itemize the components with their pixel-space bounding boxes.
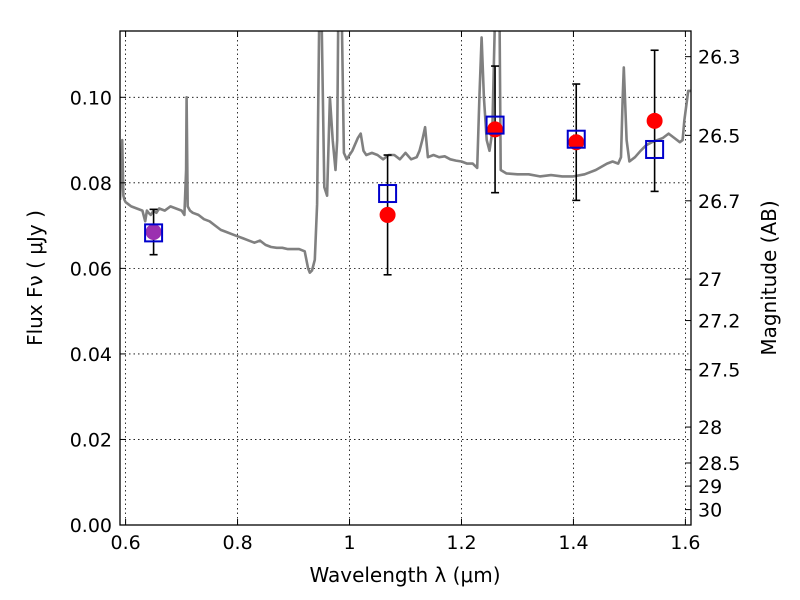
x-tick-label: 1.6 xyxy=(670,532,700,554)
x-tick-label: 1 xyxy=(343,532,355,554)
y-tick-label: 0.08 xyxy=(70,173,112,195)
observed-points-layer xyxy=(145,112,663,241)
x-axis-label: Wavelength λ (μm) xyxy=(309,563,500,587)
observed-point xyxy=(646,112,663,129)
model-spectrum-line xyxy=(120,31,691,275)
x-tick-label: 1.2 xyxy=(446,532,476,554)
x-tick-label: 0.8 xyxy=(222,532,252,554)
y-tick-label: 0.00 xyxy=(70,515,112,537)
right-tick-label: 26.3 xyxy=(698,47,740,69)
model-photometry-point xyxy=(144,223,164,243)
model-spectrum-layer xyxy=(120,31,691,275)
right-tick-label: 28 xyxy=(698,417,722,439)
y-tick-label: 0.10 xyxy=(70,87,112,109)
model-photometry-layer xyxy=(144,115,665,243)
errorbar-layer xyxy=(149,49,659,276)
observed-point xyxy=(145,224,162,241)
gridlines xyxy=(120,31,691,526)
y-axis-label: Flux Fν ( μJy ) xyxy=(23,210,47,346)
right-tick-label: 27.5 xyxy=(698,360,740,382)
observed-point xyxy=(568,134,585,151)
right-tick-label: 26.7 xyxy=(698,191,740,213)
y-tick-label: 0.06 xyxy=(70,258,112,280)
right-tick-label: 30 xyxy=(698,500,722,522)
x-tick-label: 1.4 xyxy=(558,532,588,554)
right-tick-label: 26.5 xyxy=(698,125,740,147)
right-tick-label: 27 xyxy=(698,269,722,291)
model-photometry-point xyxy=(378,184,398,204)
observed-point xyxy=(379,206,396,223)
right-tick-label: 27.2 xyxy=(698,311,740,333)
x-tick-label: 0.6 xyxy=(110,532,140,554)
plot-frame xyxy=(119,30,692,526)
right-tick-label: 29 xyxy=(698,476,722,498)
ticks-layer: 0.6 0.8 1 1.2 1.4 1.6 0.00 0.02 0.04 0.06 0.08 0.10… xyxy=(70,31,740,554)
model-photometry-point xyxy=(485,115,505,135)
observed-point xyxy=(487,121,504,138)
model-photometry-point xyxy=(645,139,665,159)
model-photometry-point xyxy=(566,129,586,149)
right-tick-label: 28.5 xyxy=(698,453,740,475)
right-axis-label: Magnitude (AB) xyxy=(757,200,781,355)
y-tick-label: 0.04 xyxy=(70,344,112,366)
plot-area xyxy=(120,31,691,276)
y-tick-label: 0.02 xyxy=(70,429,112,451)
